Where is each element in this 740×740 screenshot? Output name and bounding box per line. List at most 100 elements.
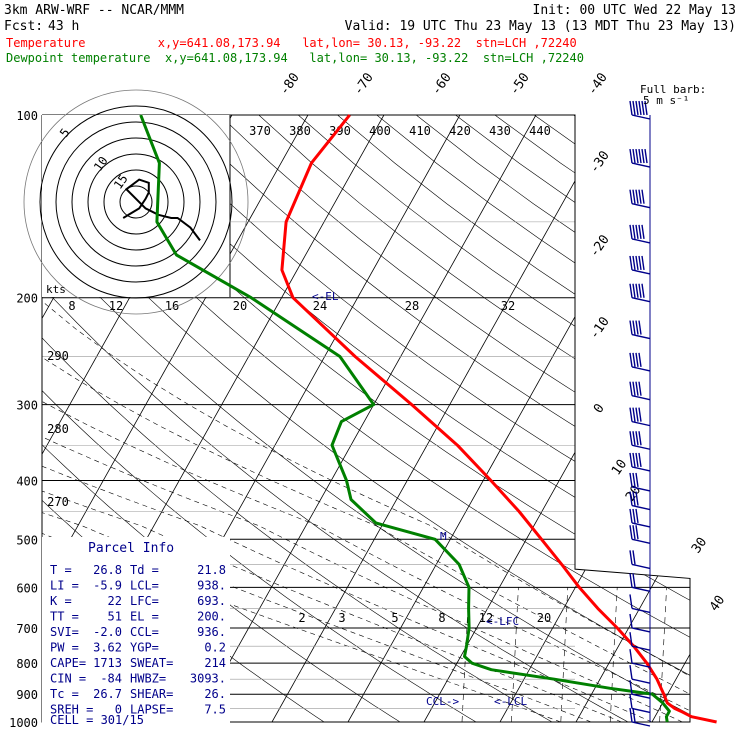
parcel-info-rows: T = 26.8 Td = 21.8 LI = -5.9 LCL= 938. K = 22 LFC=… — [50, 563, 226, 717]
parcel-info-cell: CIN = — [50, 672, 86, 686]
barb-flag — [629, 283, 633, 298]
barb-shaft — [631, 366, 651, 372]
barb-flag — [632, 407, 636, 422]
barb-flag — [638, 100, 642, 116]
parcel-info-cell: T = — [50, 563, 72, 577]
wind-barb — [629, 525, 651, 544]
barb-flag — [635, 320, 639, 335]
isotherm-line — [271, 115, 613, 722]
barb-flag — [629, 148, 633, 164]
pressure-label: 500 — [16, 533, 38, 547]
theta-label: 280 — [47, 422, 69, 436]
wind-barb — [629, 320, 651, 340]
isotherm-label: 30 — [689, 535, 710, 556]
dry-adiabat — [298, 115, 690, 722]
isotherm-label: -40 — [585, 70, 611, 98]
barb-shaft — [631, 721, 651, 727]
barb-flag — [635, 525, 639, 540]
barb-shaft — [631, 114, 651, 120]
dry-adiabat — [416, 115, 690, 722]
dry-adiabat — [376, 115, 690, 722]
barb-shaft — [631, 645, 651, 651]
barb-shaft — [631, 678, 651, 684]
parcel-info-cell: 51 — [108, 610, 122, 624]
parcel-info-cell: -2.0 — [93, 625, 122, 639]
barb-flag — [632, 491, 636, 506]
isotherm-label: 40 — [707, 593, 728, 614]
parcel-info-cell: SWEAT= — [130, 656, 173, 670]
isotherm-label: -20 — [587, 232, 613, 260]
parcel-info-cell: 26. — [204, 687, 226, 701]
barb-flag — [635, 283, 639, 298]
isotherm-label: -50 — [507, 70, 533, 98]
barb-flag — [641, 148, 645, 164]
barb-flag — [635, 352, 639, 367]
barb-shaft — [631, 538, 651, 544]
barb-flag — [635, 381, 639, 396]
barb-flag — [629, 632, 633, 647]
parcel-info-cell: 0.2 — [204, 641, 226, 655]
parcel-info-title: Parcel Info — [88, 541, 174, 556]
dry-adiabat — [258, 115, 690, 722]
barb-shaft — [631, 394, 651, 401]
barb-flag — [635, 431, 639, 446]
hodograph-trace — [122, 178, 201, 241]
parcel-info-cell: LCL= — [130, 579, 159, 593]
isotherm-line — [651, 115, 690, 722]
barb-flag — [629, 550, 633, 565]
barb-flag — [629, 613, 633, 629]
wind-barb — [629, 381, 651, 401]
barb-flag — [629, 320, 633, 335]
wind-barb — [629, 613, 651, 633]
barb-flag — [635, 491, 639, 506]
wind-barb — [629, 707, 651, 727]
dry-adiabat — [573, 115, 690, 722]
barb-flag — [629, 431, 633, 446]
mixing-ratio-line — [560, 587, 569, 722]
barb-shaft — [631, 420, 651, 427]
speed-ring-label: 20 — [233, 299, 247, 313]
barb-flag — [632, 255, 636, 271]
barb-flag — [638, 224, 642, 239]
barb-flag — [629, 452, 633, 468]
lfc-marker: <-LFC — [486, 615, 519, 628]
theta-label: 440 — [529, 124, 551, 138]
theta-label: 430 — [489, 124, 511, 138]
barb-shaft — [631, 707, 651, 714]
barb-flag — [644, 148, 648, 164]
isotherm-label: -70 — [351, 70, 377, 98]
pressure-label: 900 — [16, 688, 38, 702]
hodograph-ring — [71, 137, 201, 267]
barb-flag — [629, 649, 633, 664]
wind-barb — [629, 352, 651, 372]
barb-flag — [635, 452, 639, 468]
barb-flag — [629, 491, 633, 506]
barb-shaft — [631, 607, 651, 614]
barb-flag — [632, 381, 636, 396]
wind-barb — [629, 100, 651, 120]
isotherm-label: -80 — [277, 70, 303, 98]
barb-flag — [638, 283, 642, 298]
barb-flag — [641, 283, 645, 298]
temperature-legend: Temperature x,y=641.08,173.94 lat,lon= 3… — [6, 36, 577, 50]
barb-flag — [629, 352, 633, 367]
wind-barb — [629, 665, 651, 684]
hodograph-ring — [87, 153, 185, 251]
barb-flag — [632, 148, 636, 164]
parcel-info-cell: 0 — [115, 703, 122, 717]
barb-flag — [629, 189, 633, 204]
barb-flag — [644, 100, 648, 116]
fcst-value: 43 h — [48, 19, 79, 34]
dewpoint-profile — [139, 114, 671, 723]
barb-flag — [641, 189, 645, 204]
isotherm-line — [728, 115, 740, 722]
dry-adiabat — [337, 115, 690, 722]
mixing-ratio-label: 8 — [438, 611, 445, 625]
barb-flag — [638, 431, 642, 446]
header: 3km ARW-WRF -- NCAR/MMM Init: 00 UTC Wed… — [4, 3, 736, 296]
barb-shaft — [631, 486, 651, 492]
parcel-info-cell: 21.8 — [197, 563, 226, 577]
dry-adiabat — [179, 115, 690, 722]
